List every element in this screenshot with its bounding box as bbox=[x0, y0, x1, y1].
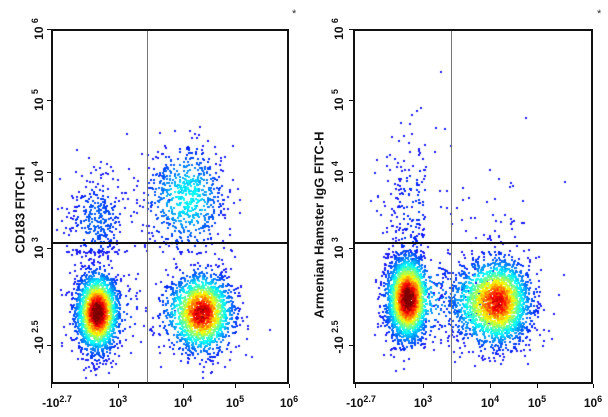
tick-exponent: 2.5 bbox=[330, 320, 340, 333]
gate-vertical-2[interactable] bbox=[451, 31, 453, 382]
x-tick-mark bbox=[490, 384, 491, 388]
tick-base: -10 bbox=[32, 332, 46, 354]
tick-base: 10 bbox=[527, 396, 542, 410]
tick-exponent: 2.7 bbox=[363, 394, 376, 404]
tick-exponent: 5 bbox=[30, 89, 40, 95]
tick-base: -10 bbox=[332, 332, 346, 354]
y-tick-mark bbox=[47, 172, 51, 173]
y-tick-mark bbox=[47, 345, 51, 346]
tick-exponent: 6 bbox=[30, 18, 40, 24]
plot-panel-2 bbox=[353, 29, 595, 386]
y-tick-mark bbox=[47, 29, 51, 30]
x-tick-label: 106 bbox=[280, 394, 298, 410]
tick-exponent: 4 bbox=[494, 394, 500, 404]
x-tick-label: -102.7 bbox=[346, 394, 376, 410]
tick-exponent: 5 bbox=[541, 394, 547, 404]
y-tick-mark bbox=[349, 172, 353, 173]
x-tick-mark bbox=[593, 384, 594, 388]
x-tick-mark bbox=[183, 384, 184, 388]
x-tick-label: 103 bbox=[109, 394, 127, 410]
tick-exponent: 5 bbox=[330, 89, 340, 95]
corner-marker: * bbox=[597, 8, 602, 20]
y-tick-mark bbox=[349, 100, 353, 101]
tick-base: 10 bbox=[32, 94, 46, 111]
tick-base: 10 bbox=[413, 396, 428, 410]
tick-base: 10 bbox=[332, 94, 346, 111]
x-tick-label: 104 bbox=[174, 394, 192, 410]
tick-base: 10 bbox=[332, 166, 346, 183]
tick-exponent: 4 bbox=[30, 161, 40, 167]
density-scatter-1 bbox=[53, 31, 291, 386]
y-tick-label: 10 3 bbox=[330, 237, 346, 259]
tick-base: 10 bbox=[108, 396, 123, 410]
density-scatter-2 bbox=[355, 31, 595, 386]
tick-base: 10 bbox=[32, 166, 46, 183]
tick-base: 10 bbox=[225, 396, 240, 410]
x-tick-mark bbox=[423, 384, 424, 388]
y-tick-mark bbox=[349, 29, 353, 30]
x-tick-mark bbox=[355, 384, 356, 388]
y-tick-label: -10 2.5 bbox=[30, 320, 46, 353]
tick-exponent: 6 bbox=[293, 394, 299, 404]
tick-exponent: 2.5 bbox=[30, 320, 40, 333]
gate-horizontal-2[interactable] bbox=[355, 242, 591, 245]
gate-vertical-1[interactable] bbox=[147, 31, 149, 382]
tick-base: 10 bbox=[332, 242, 346, 259]
y-axis-title: Armenian Hamster IgG FITC-H bbox=[311, 131, 327, 319]
tick-exponent: 6 bbox=[597, 394, 603, 404]
tick-exponent: 4 bbox=[330, 161, 340, 167]
y-tick-mark bbox=[349, 248, 353, 249]
x-tick-label: -102.7 bbox=[42, 394, 72, 410]
y-axis-title: CD183 FITC-H bbox=[12, 166, 28, 254]
plot-panel-1 bbox=[51, 29, 291, 386]
tick-base: 10 bbox=[32, 242, 46, 259]
tick-base: 10 bbox=[332, 23, 346, 40]
tick-base: 10 bbox=[279, 396, 294, 410]
x-tick-label: 105 bbox=[226, 394, 244, 410]
x-tick-mark bbox=[118, 384, 119, 388]
tick-exponent: 4 bbox=[187, 394, 193, 404]
tick-exponent: 2.7 bbox=[59, 394, 72, 404]
tick-exponent: 3 bbox=[122, 394, 128, 404]
tick-exponent: 6 bbox=[330, 18, 340, 24]
x-tick-mark bbox=[289, 384, 290, 388]
tick-base: -10 bbox=[42, 396, 60, 410]
tick-base: 10 bbox=[173, 396, 188, 410]
x-tick-mark bbox=[537, 384, 538, 388]
y-tick-mark bbox=[47, 100, 51, 101]
x-tick-label: 103 bbox=[414, 394, 432, 410]
corner-marker: * bbox=[292, 8, 297, 20]
x-tick-label: 106 bbox=[584, 394, 602, 410]
y-tick-label: 10 5 bbox=[330, 89, 346, 111]
tick-base: 10 bbox=[583, 396, 598, 410]
tick-base: 10 bbox=[480, 396, 495, 410]
x-tick-label: 104 bbox=[481, 394, 499, 410]
tick-exponent: 3 bbox=[427, 394, 433, 404]
y-tick-label: 10 6 bbox=[30, 18, 46, 40]
tick-base: -10 bbox=[346, 396, 364, 410]
x-tick-label: 105 bbox=[528, 394, 546, 410]
y-tick-mark bbox=[47, 248, 51, 249]
y-tick-label: 10 4 bbox=[330, 161, 346, 183]
tick-exponent: 5 bbox=[239, 394, 245, 404]
y-tick-mark bbox=[349, 345, 353, 346]
y-tick-label: -10 2.5 bbox=[330, 320, 346, 353]
y-tick-label: 10 3 bbox=[30, 237, 46, 259]
gate-horizontal-1[interactable] bbox=[53, 242, 287, 245]
tick-base: 10 bbox=[32, 23, 46, 40]
y-tick-label: 10 4 bbox=[30, 161, 46, 183]
x-tick-mark bbox=[235, 384, 236, 388]
tick-exponent: 3 bbox=[330, 237, 340, 243]
x-tick-mark bbox=[51, 384, 52, 388]
y-tick-label: 10 6 bbox=[330, 18, 346, 40]
tick-exponent: 3 bbox=[30, 237, 40, 243]
y-tick-label: 10 5 bbox=[30, 89, 46, 111]
